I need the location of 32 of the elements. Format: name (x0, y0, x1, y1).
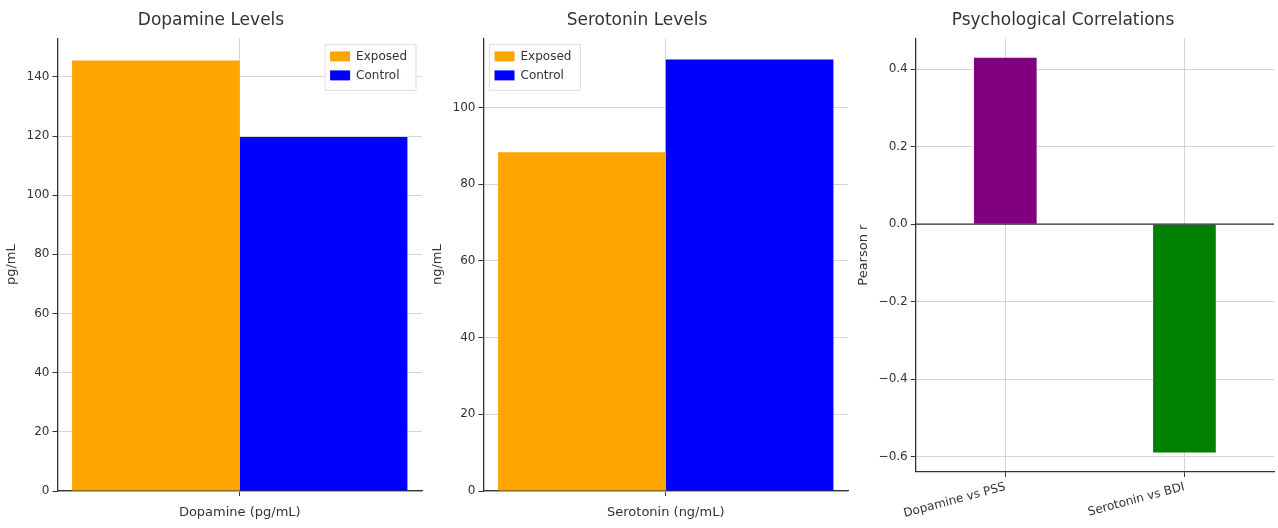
y-tick-label: −0.4 (878, 371, 908, 386)
y-tick-label: 140 (26, 68, 50, 83)
y-tick-label: 60 (460, 252, 476, 267)
y-tick-label: 0.4 (888, 61, 908, 76)
y-tick-label: 40 (460, 329, 476, 344)
y-tick-label: 120 (26, 128, 50, 143)
y-tick-label: 80 (460, 176, 476, 191)
y-tick-label: −0.6 (878, 448, 908, 463)
y-axis-title: ng/mL (429, 243, 445, 286)
x-axis-title: Dopamine (pg/mL) (178, 503, 301, 519)
legend-label: Exposed (356, 48, 408, 63)
y-tick-label: −0.2 (878, 293, 908, 308)
chart-title: Dopamine Levels (137, 8, 285, 29)
y-tick-label: 0.0 (888, 216, 908, 231)
y-tick-label: 60 (34, 305, 50, 320)
y-tick-label: 100 (452, 99, 476, 114)
y-tick-label: 0 (467, 483, 476, 498)
y-axis-title: Pearson r (855, 223, 871, 286)
x-axis-title: Serotonin (ng/mL) (607, 503, 725, 519)
legend-label: Control (356, 67, 400, 82)
y-tick-label: 0 (41, 483, 50, 498)
chart-title: Psychological Correlations (951, 8, 1175, 29)
y-tick-label: 0.2 (888, 138, 908, 153)
y-tick-label: 20 (34, 423, 50, 438)
y-tick-label: 80 (34, 246, 50, 261)
legend-label: Exposed (520, 48, 572, 63)
y-axis-title: pg/mL (3, 243, 19, 286)
legend-label: Control (520, 67, 564, 82)
y-tick-label: 40 (34, 364, 50, 379)
y-tick-label: 20 (460, 406, 476, 421)
chart-title: Serotonin Levels (566, 8, 708, 29)
y-tick-label: 100 (26, 187, 50, 202)
